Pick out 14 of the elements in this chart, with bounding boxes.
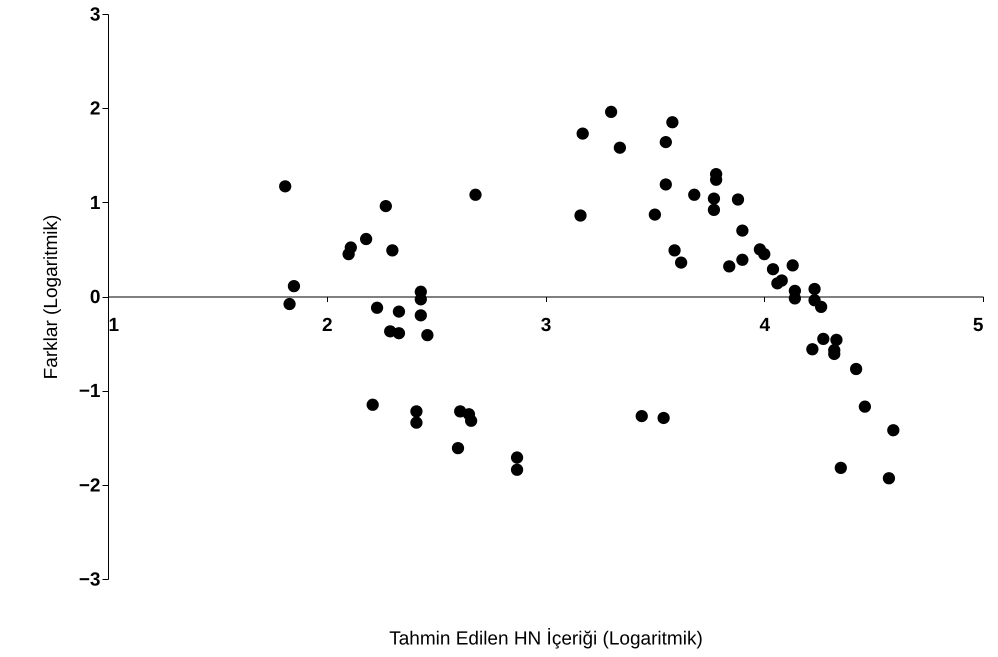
- x-tick-label: 5: [972, 315, 984, 336]
- x-tick-label: 1: [108, 315, 120, 336]
- y-tick-label: −2: [78, 475, 100, 496]
- x-tick-label: 2: [322, 315, 333, 336]
- x-axis-title: Tahmin Edilen HN İçeriği (Logaritmik): [389, 628, 703, 650]
- y-axis-title: Farklar (Logaritmik): [40, 214, 62, 380]
- y-tick-label: 1: [90, 192, 101, 214]
- y-tick-label: 2: [90, 98, 100, 120]
- y-tick-label: −1: [78, 381, 101, 402]
- y-tick-label: 3: [90, 4, 100, 26]
- y-tick-label: 0: [90, 287, 100, 308]
- x-tick-label: 4: [759, 315, 770, 336]
- y-tick-label: −3: [78, 570, 100, 590]
- x-tick-label: 3: [540, 315, 552, 336]
